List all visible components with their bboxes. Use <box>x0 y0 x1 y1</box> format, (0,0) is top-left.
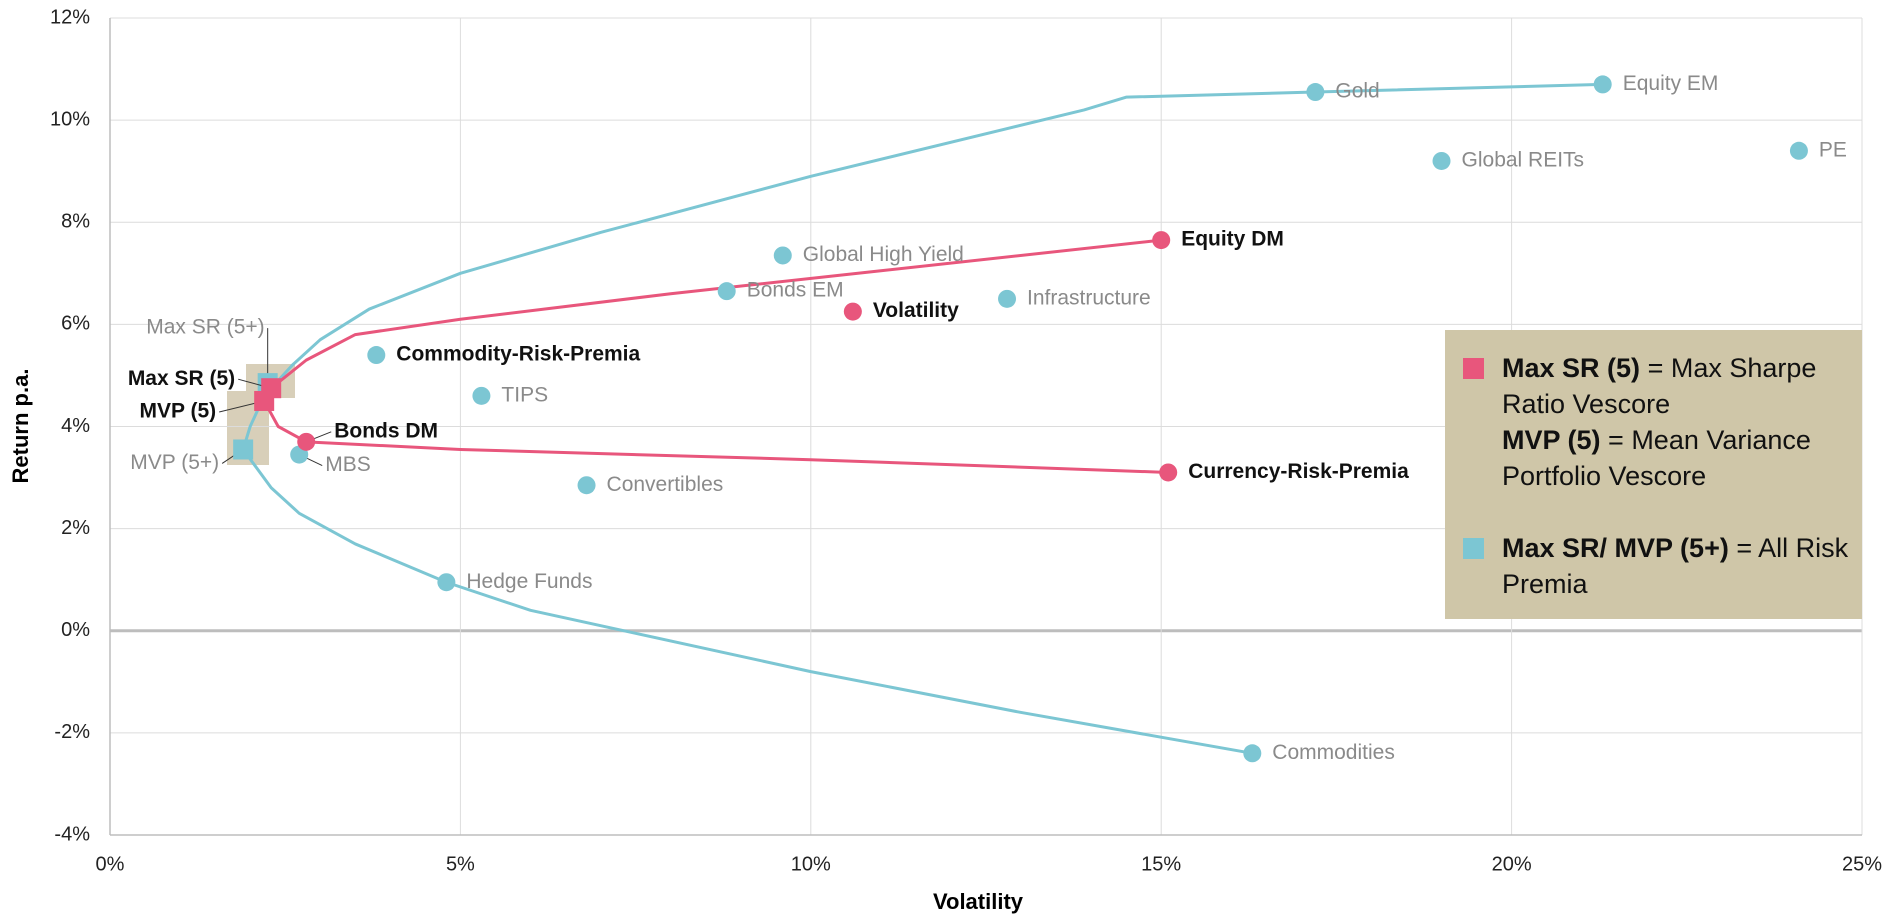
legend-key: Max SR/ MVP (5+) <box>1502 533 1729 563</box>
x-axis-title: Volatility <box>933 889 1024 914</box>
legend: Max SR (5) = Max Sharpe Ratio Vescore MVP… <box>1445 330 1862 619</box>
legend-key: Max SR (5) <box>1502 353 1641 383</box>
point-label: Equity EM <box>1623 72 1719 95</box>
y-tick-label: 2% <box>61 517 90 539</box>
point-label: Equity DM <box>1181 228 1284 251</box>
marker <box>1306 83 1325 102</box>
x-tick-label: 25% <box>1842 853 1882 875</box>
legend-text: MVP (5) = Mean Variance Portfolio Vescor… <box>1502 422 1852 494</box>
marker <box>1789 141 1808 160</box>
point-label: MVP (5+) <box>130 451 219 474</box>
point-label: Hedge Funds <box>466 570 592 593</box>
x-tick-label: 10% <box>791 853 831 875</box>
point-label: Global REITs <box>1462 149 1585 172</box>
marker <box>254 390 275 411</box>
y-tick-label: -2% <box>54 721 90 743</box>
marker <box>717 282 736 301</box>
point-label: Max SR (5+) <box>146 316 264 339</box>
x-tick-label: 15% <box>1141 853 1181 875</box>
point-label: Infrastructure <box>1027 286 1151 309</box>
marker <box>577 476 596 495</box>
point-label: Commodity-Risk-Premia <box>396 343 640 366</box>
marker <box>1159 463 1178 482</box>
marker <box>233 439 254 460</box>
y-tick-label: 10% <box>50 108 90 130</box>
x-tick-label: 5% <box>446 853 475 875</box>
point-label: MVP (5) <box>140 400 217 423</box>
marker <box>1593 75 1612 94</box>
point-label: PE <box>1819 138 1847 161</box>
marker <box>367 346 386 365</box>
point-label: Convertibles <box>607 473 724 496</box>
legend-item: Max SR (5) = Max Sharpe Ratio Vescore <box>1463 350 1852 422</box>
point-label: Global High Yield <box>803 243 964 266</box>
point-label: Bonds EM <box>747 279 844 302</box>
point-label: Commodities <box>1272 741 1395 764</box>
y-tick-label: 0% <box>61 619 90 641</box>
legend-swatch <box>1463 358 1484 379</box>
y-tick-label: 4% <box>61 415 90 437</box>
legend-desc: = Mean Variance Portfolio Vescore <box>1502 425 1811 491</box>
point-label: Bonds DM <box>334 419 438 442</box>
y-tick-label: 8% <box>61 211 90 233</box>
legend-desc: = All Risk Premia <box>1502 533 1849 599</box>
marker <box>773 246 792 265</box>
y-tick-label: 6% <box>61 313 90 335</box>
marker <box>843 302 862 321</box>
y-tick-label: -4% <box>54 823 90 845</box>
legend-text: Max SR/ MVP (5+) = All Risk Premia <box>1502 530 1852 602</box>
marker <box>437 573 456 592</box>
point-label: Max SR (5) <box>128 367 235 390</box>
y-axis-title: Return p.a. <box>8 369 33 484</box>
point-label: Gold <box>1335 80 1379 103</box>
point-label: TIPS <box>501 383 548 406</box>
point-label: Currency-Risk-Premia <box>1188 460 1409 483</box>
y-tick-label: 12% <box>50 6 90 28</box>
legend-item: MVP (5) = Mean Variance Portfolio Vescor… <box>1463 422 1852 494</box>
legend-item: Max SR/ MVP (5+) = All Risk Premia <box>1463 530 1852 602</box>
frontier-line <box>241 82 1603 755</box>
legend-text: Max SR (5) = Max Sharpe Ratio Vescore <box>1502 350 1852 422</box>
point-label: MBS <box>325 453 371 476</box>
legend-desc: = Max Sharpe Ratio Vescore <box>1502 353 1817 419</box>
x-tick-label: 20% <box>1492 853 1532 875</box>
marker <box>472 386 491 405</box>
marker <box>1432 151 1451 170</box>
legend-key: MVP (5) <box>1502 425 1601 455</box>
marker <box>297 432 316 451</box>
marker <box>998 289 1017 308</box>
x-tick-label: 0% <box>96 853 125 875</box>
marker <box>1243 744 1262 763</box>
point-label: Volatility <box>873 299 959 322</box>
legend-swatch <box>1463 538 1484 559</box>
marker <box>1152 231 1171 250</box>
